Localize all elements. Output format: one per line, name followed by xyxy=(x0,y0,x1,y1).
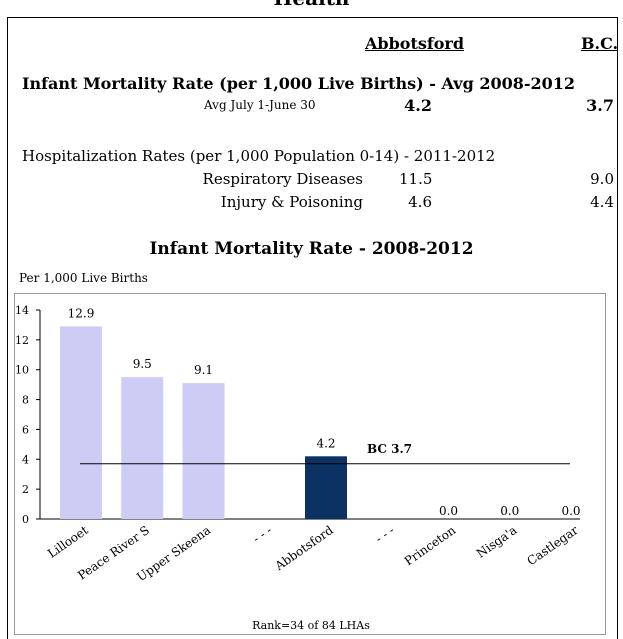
panel-frame xyxy=(7,17,618,639)
hosp-row-abbotsford-value: 4.6 xyxy=(408,193,432,211)
x-tick-label: Lillooet xyxy=(45,523,91,561)
column-header-bc: B.C. xyxy=(581,34,619,53)
bc-reference-label: BC 3.7 xyxy=(367,442,412,456)
chart-y-axis-label: Per 1,000 Live Births xyxy=(19,271,148,285)
bar xyxy=(121,377,164,519)
hosp-row-bc-value: 9.0 xyxy=(590,170,614,188)
chart-plot-box xyxy=(14,293,606,635)
y-tick-label: 2 xyxy=(22,483,29,496)
y-tick-label: 10 xyxy=(15,364,29,377)
imr-abbotsford-value: 4.2 xyxy=(404,96,432,115)
chart-footer-rank: Rank=34 of 84 LHAs xyxy=(252,619,370,632)
y-tick-label: 14 xyxy=(15,304,29,317)
data-label: 0.0 xyxy=(439,504,458,518)
y-tick-label: 6 xyxy=(22,423,29,436)
data-label: 4.2 xyxy=(316,436,335,450)
imr-heading: Infant Mortality Rate (per 1,000 Live Bi… xyxy=(22,74,576,93)
x-tick-label: Nisga'a xyxy=(474,523,520,561)
y-tick-label: 8 xyxy=(22,394,29,407)
hosp-row-label: Injury & Poisoning xyxy=(220,193,363,211)
page-title: Health xyxy=(0,0,623,10)
bar xyxy=(182,383,225,519)
hosp-row-abbotsford-value: 11.5 xyxy=(399,170,433,188)
hosp-row-label: Respiratory Diseases xyxy=(202,170,363,188)
data-label: 9.5 xyxy=(133,357,152,371)
data-label: 9.1 xyxy=(194,363,213,377)
imr-bc-value: 3.7 xyxy=(586,96,614,115)
hosp-row-bc-value: 4.4 xyxy=(590,193,614,211)
x-tick-label: Princeton xyxy=(402,523,459,568)
bar xyxy=(60,326,102,519)
x-tick-label: Abbotsford xyxy=(272,523,336,574)
data-label: 0.0 xyxy=(561,504,580,518)
y-tick-label: 0 xyxy=(22,513,29,526)
data-label: 0.0 xyxy=(500,504,519,518)
imr-sub-label: Avg July 1-June 30 xyxy=(204,98,316,112)
chart-title: Infant Mortality Rate - 2008-2012 xyxy=(149,239,474,259)
hosp-heading: Hospitalization Rates (per 1,000 Populat… xyxy=(22,147,496,165)
data-label: 12.9 xyxy=(68,306,95,320)
y-tick-label: 12 xyxy=(15,334,29,347)
y-tick-label: 4 xyxy=(22,453,29,466)
bar xyxy=(305,456,347,519)
column-header-abbotsford: Abbotsford xyxy=(365,34,465,53)
x-tick-label: - - - xyxy=(373,523,397,546)
x-tick-label: Castlegar xyxy=(525,523,581,568)
x-tick-label: - - - xyxy=(250,523,274,546)
